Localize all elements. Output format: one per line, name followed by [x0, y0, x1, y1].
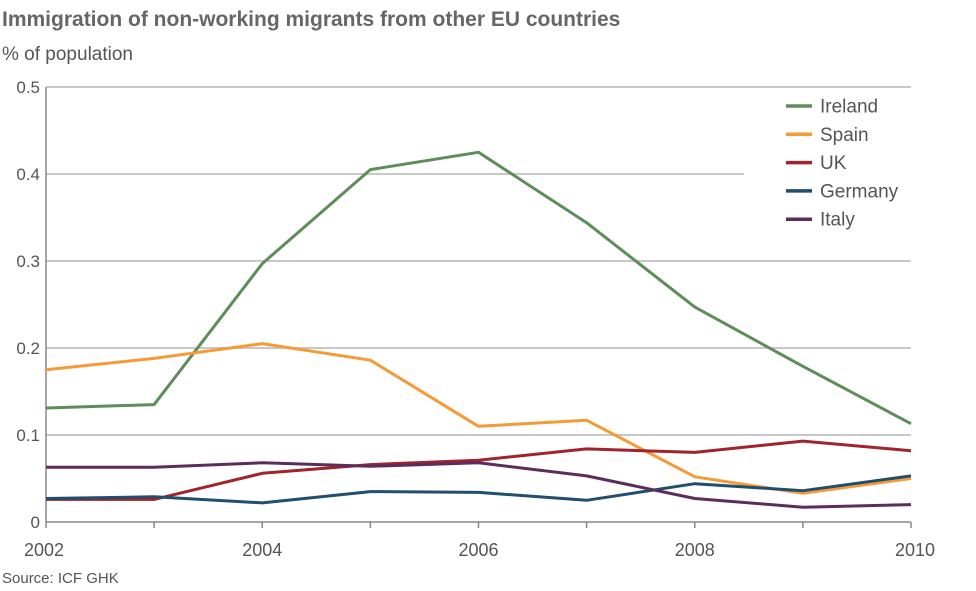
y-tick-label: 0.2	[16, 339, 40, 358]
series-line-germany	[45, 474, 912, 505]
y-tick-label: 0.5	[16, 78, 40, 97]
x-tick-label: 2002	[24, 540, 64, 560]
chart-title: Immigration of non-working migrants from…	[2, 8, 621, 31]
x-tick-label: 2006	[458, 540, 498, 560]
series-line-uk	[46, 439, 912, 501]
y-axis-unit-label: % of population	[2, 44, 133, 65]
y-tick-label: 0	[31, 513, 40, 532]
y-tick-label: 0.3	[16, 252, 40, 271]
series-line-italy	[46, 461, 912, 509]
y-tick-label: 0.4	[16, 165, 40, 184]
legend-label: Spain	[820, 125, 869, 146]
legend-label: Italy	[820, 210, 855, 231]
legend-label: UK	[820, 153, 847, 174]
x-tick-label: 2004	[242, 540, 282, 560]
series-line-spain	[45, 342, 912, 495]
legend-label: Germany	[820, 181, 899, 202]
series-line-ireland	[45, 150, 912, 426]
legend-label: Ireland	[820, 97, 878, 118]
legend-background	[744, 90, 924, 240]
y-tick-label: 0.1	[16, 426, 40, 445]
x-tick-label: 2010	[895, 540, 935, 560]
source-note: Source: ICF GHK	[2, 570, 119, 587]
x-tick-label: 2008	[675, 540, 715, 560]
